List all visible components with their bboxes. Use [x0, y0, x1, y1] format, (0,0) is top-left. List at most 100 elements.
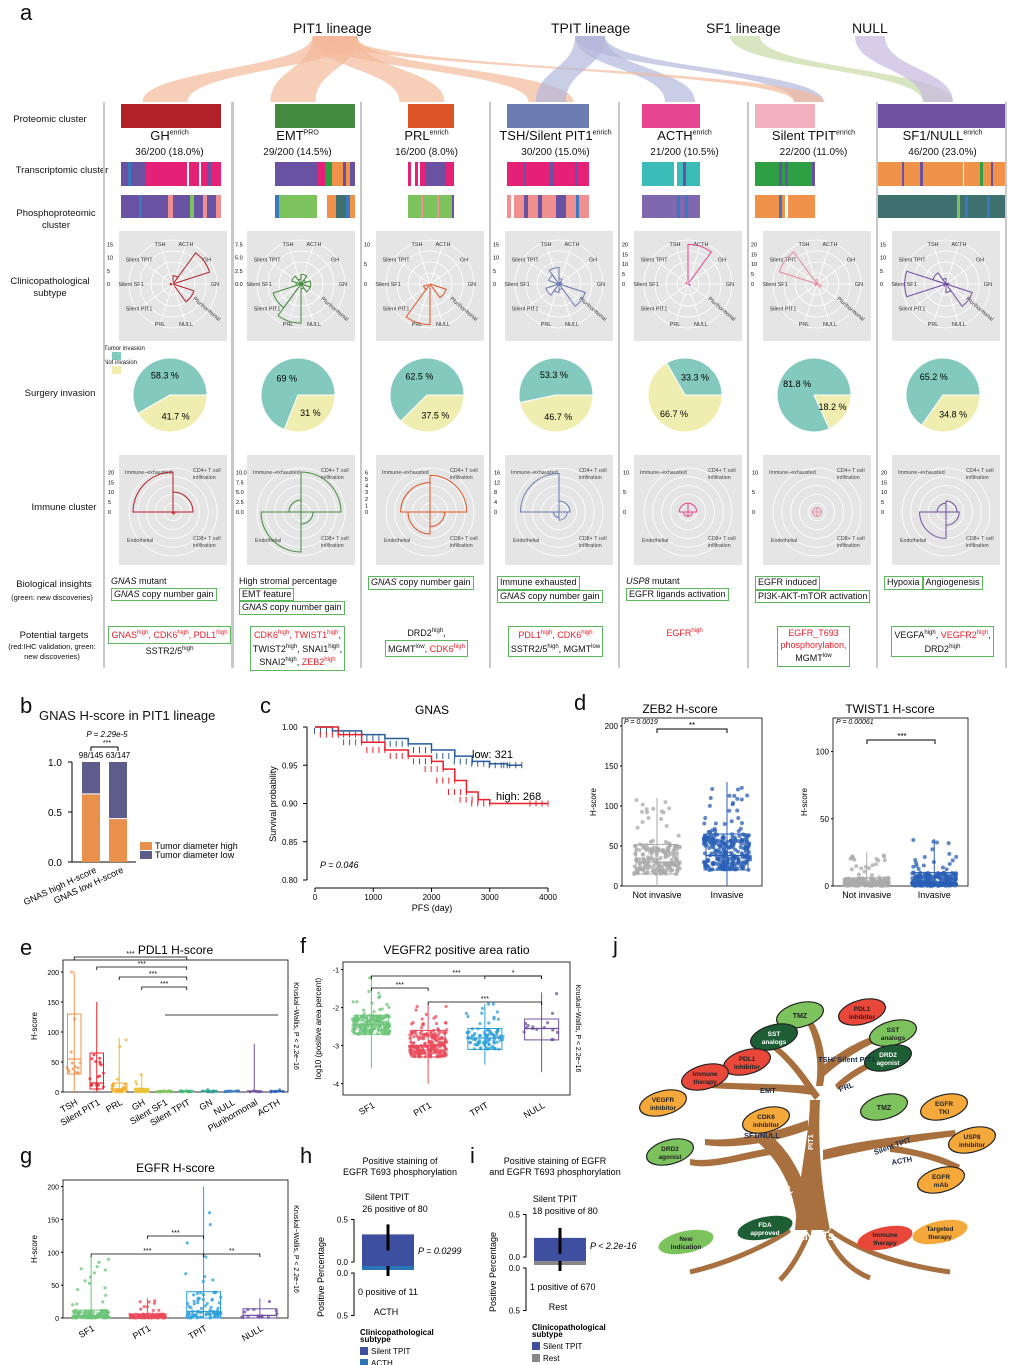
- data-point: [83, 1311, 88, 1315]
- data-point: [436, 1032, 441, 1036]
- transcriptomic-strip: [275, 162, 355, 186]
- panel-letter-e: e: [20, 935, 33, 960]
- cluster-segment: [967, 195, 988, 218]
- immune-label: Endothelial: [900, 538, 926, 544]
- immune-tick: 12: [494, 480, 500, 486]
- insight-item: GNAS copy number gain: [497, 589, 603, 603]
- cluster-segment: [554, 162, 575, 186]
- data-point: [194, 1312, 198, 1316]
- data-point: [852, 877, 857, 882]
- y-tick-label: 50: [820, 815, 829, 824]
- radar-label: Silent TPIT: [640, 257, 668, 263]
- cluster-name-text: GH: [150, 128, 170, 143]
- data-point: [911, 837, 916, 842]
- radar-label: Silent TPIT: [382, 257, 410, 263]
- top-group-label: Silent TPIT: [365, 1192, 410, 1202]
- panel-f-chart: VEGFR2 positive area ratio -1 -2 -3 -4 log10 …: [314, 943, 581, 1120]
- panel-letter-i: i: [470, 1143, 475, 1168]
- cluster-segment: [316, 162, 325, 186]
- data-point: [464, 1011, 468, 1016]
- data-point: [189, 1306, 193, 1310]
- legend-title: subtype: [532, 1330, 563, 1339]
- y-axis-bottom: [351, 1272, 355, 1316]
- radar-spoke: [287, 283, 302, 326]
- treatment-leaf: [742, 1106, 790, 1134]
- data-point: [882, 858, 887, 863]
- cluster-name-sup: enrich: [169, 129, 189, 137]
- data-point: [207, 1211, 212, 1215]
- significance-stars: **: [229, 1248, 235, 1255]
- cluster-segment: [992, 162, 1005, 186]
- data-point: [881, 853, 886, 858]
- bar-diameter-high: [109, 819, 127, 862]
- leaf-label: EGFR: [932, 1174, 950, 1181]
- data-point: [653, 857, 658, 862]
- radar-spoke: [137, 283, 174, 311]
- radar-wedge: [171, 252, 211, 285]
- immune-wedge: [936, 502, 947, 513]
- immune-label: CD4+ T cell: [708, 468, 736, 474]
- radar-label: TSH: [799, 242, 810, 248]
- immune-label: Immune−exhausted: [769, 470, 816, 476]
- immune-tick: 4: [494, 500, 497, 506]
- legend-invasion-label: Tumor invasion: [104, 346, 145, 352]
- cluster-segment: [677, 195, 680, 218]
- radar-label: PRL: [928, 322, 939, 328]
- p-value: P = 0.0299: [418, 1246, 461, 1256]
- cluster-column: GHenrich 36/200 (18.0%) ACTH GH GN Plurihormo…: [103, 102, 234, 668]
- leaf-label: inhibitor: [650, 1105, 676, 1112]
- immune-label: Endothelial: [642, 538, 668, 544]
- radar-spoke: [674, 283, 689, 326]
- cluster-segment: [755, 162, 780, 186]
- immune-wedge: [558, 511, 568, 521]
- immune-tick: 0: [108, 510, 111, 516]
- cluster-count: 36/200 (18.0%): [135, 147, 204, 158]
- cluster-name-text: ACTH: [657, 128, 693, 143]
- data-point: [418, 1035, 422, 1039]
- data-point: [738, 845, 743, 850]
- cluster-segment: [275, 195, 280, 218]
- cluster-name-sup: PRO: [303, 129, 319, 137]
- pie-slice-not-invasion: [400, 394, 465, 433]
- radar-wedge: [422, 283, 432, 291]
- data-point: [641, 857, 646, 862]
- panel-letter-a: a: [20, 0, 33, 25]
- surgery-pie: 53.3 % 46.7 %: [518, 357, 594, 433]
- data-point: [360, 1028, 364, 1032]
- data-point: [487, 1042, 491, 1046]
- data-point: [640, 820, 645, 825]
- data-point: [926, 876, 931, 881]
- branch-label: TPIT: [831, 1158, 849, 1170]
- tree-roots: [689, 1227, 951, 1282]
- chart-title: and EGFR T693 phosphorylation: [489, 1167, 620, 1177]
- pie-label: 65.2 %: [920, 372, 948, 382]
- pie-slice-invasion: [132, 357, 208, 415]
- cluster-segment: [507, 162, 524, 186]
- significance-stars: ***: [396, 982, 404, 989]
- cluster-segment: [576, 195, 580, 218]
- legend-leaf-label: Targeted: [927, 1226, 954, 1233]
- data-point: [707, 803, 712, 808]
- phospho-strip: [408, 195, 454, 218]
- radar-label: PRL: [799, 322, 810, 328]
- cluster-segment: [188, 162, 199, 186]
- x-tick-label: 1000: [364, 893, 382, 902]
- chart-title: EGFR T693 phosphorylation: [343, 1167, 457, 1177]
- radar-wedge: [942, 277, 947, 286]
- cluster-segment: [451, 195, 454, 218]
- data-point: [475, 1043, 479, 1047]
- legend-label: ACTH: [371, 1359, 393, 1365]
- data-point: [652, 869, 657, 874]
- data-point: [911, 864, 916, 869]
- pie-label: 66.7 %: [660, 409, 688, 419]
- y-axis-label: Survival probability: [268, 766, 278, 842]
- data-point: [83, 1279, 87, 1283]
- immune-tick: 2.5: [236, 500, 244, 506]
- cluster-name: EMTPRO: [233, 128, 362, 143]
- radar-wedge: [428, 283, 447, 299]
- cluster-segment: [332, 162, 343, 186]
- data-point: [708, 835, 713, 840]
